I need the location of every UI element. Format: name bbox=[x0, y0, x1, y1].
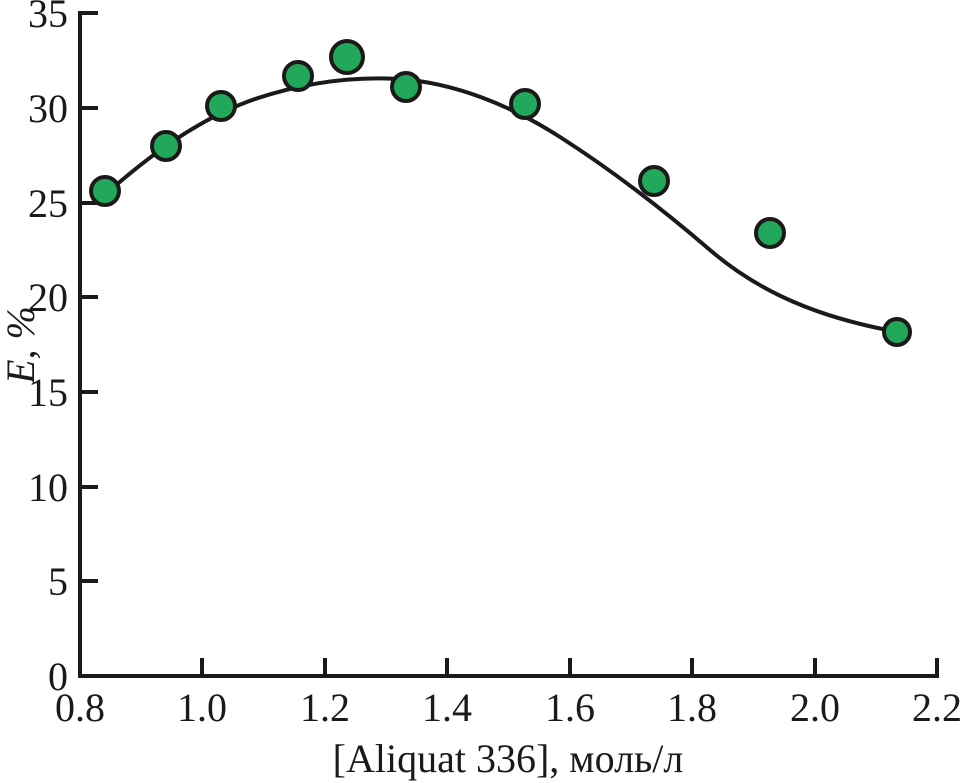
data-point[interactable] bbox=[754, 217, 786, 249]
data-point[interactable] bbox=[205, 90, 237, 122]
y-tick-label-30: 30 bbox=[28, 86, 68, 131]
y-tick-label-15: 15 bbox=[28, 370, 68, 415]
x-tick-label-1.6: 1.6 bbox=[545, 685, 595, 730]
data-point[interactable] bbox=[882, 317, 912, 347]
x-axis-title: [Aliquat 336], моль/л bbox=[333, 736, 684, 781]
y-axis-ticks bbox=[80, 11, 98, 678]
y-axis-title-symbol: E, % bbox=[0, 306, 43, 385]
x-axis-ticks bbox=[78, 658, 939, 676]
data-point[interactable] bbox=[509, 88, 541, 120]
y-tick-label-20: 20 bbox=[28, 275, 68, 320]
data-point[interactable] bbox=[390, 71, 422, 103]
y-tick-label-5: 5 bbox=[48, 559, 68, 604]
data-points bbox=[89, 39, 912, 347]
x-tick-label-0.8: 0.8 bbox=[55, 685, 105, 730]
x-tick-label-1.8: 1.8 bbox=[667, 685, 717, 730]
y-tick-label-35: 35 bbox=[28, 0, 68, 36]
data-point[interactable] bbox=[150, 130, 182, 162]
y-tick-label-25: 25 bbox=[28, 181, 68, 226]
x-tick-label-1.4: 1.4 bbox=[422, 685, 472, 730]
x-tick-label-2.2: 2.2 bbox=[912, 685, 962, 730]
data-point[interactable] bbox=[638, 165, 670, 197]
y-tick-label-0: 0 bbox=[48, 654, 68, 699]
y-tick-label-10: 10 bbox=[28, 465, 68, 510]
x-tick-label-1.2: 1.2 bbox=[300, 685, 350, 730]
data-point[interactable] bbox=[329, 39, 365, 75]
x-axis-tick-labels: 0.8 1.0 1.2 1.4 1.6 1.8 2.0 2.2 bbox=[55, 685, 962, 730]
data-point[interactable] bbox=[89, 175, 121, 207]
x-tick-label-2.0: 2.0 bbox=[790, 685, 840, 730]
y-axis-title: E, % bbox=[0, 306, 43, 385]
y-axis-tick-labels: 0 5 10 15 20 25 30 35 bbox=[28, 0, 68, 699]
data-point[interactable] bbox=[282, 60, 314, 92]
x-tick-label-1.0: 1.0 bbox=[177, 685, 227, 730]
